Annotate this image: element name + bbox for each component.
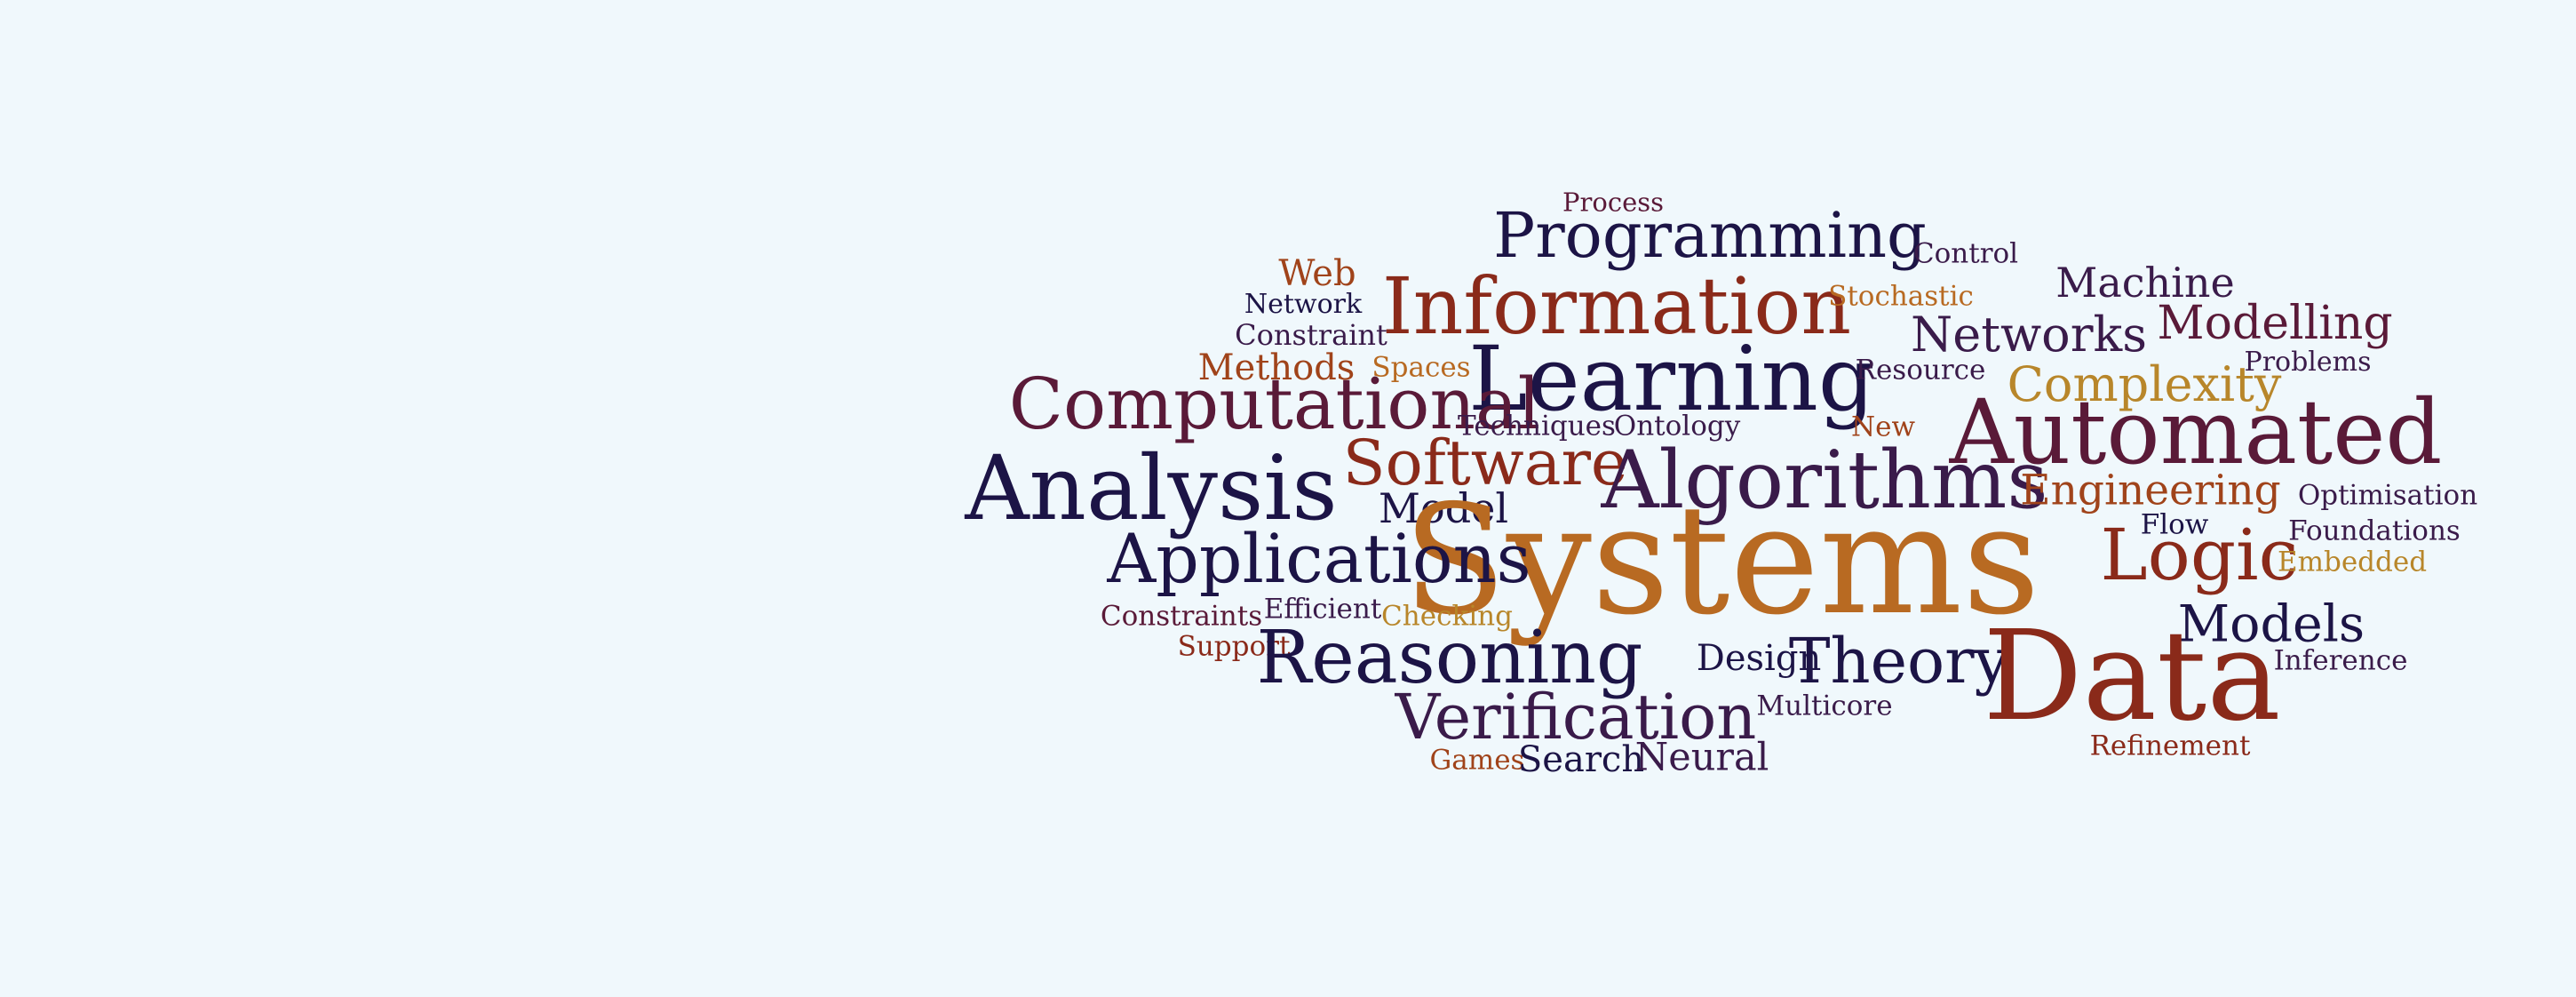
word-systems: Systems bbox=[1403, 473, 2040, 649]
word-new: New bbox=[1850, 411, 1916, 443]
word-data: Data bbox=[1983, 604, 2281, 749]
word-reasoning: Reasoning bbox=[1256, 616, 1643, 700]
word-automated: Automated bbox=[1949, 380, 2443, 484]
word-learning: Learning bbox=[1468, 327, 1875, 431]
word-web: Web bbox=[1278, 253, 1356, 294]
word-spaces: Spaces bbox=[1371, 351, 1471, 384]
word-analysis: Analysis bbox=[965, 436, 1338, 540]
word-multicore: Multicore bbox=[1756, 690, 1893, 722]
word-ontology: Ontology bbox=[1613, 410, 1741, 443]
word-techniques: Techniques bbox=[1458, 410, 1616, 443]
word-optimisation: Optimisation bbox=[2297, 479, 2478, 512]
word-programming: Programming bbox=[1493, 199, 1927, 272]
word-design: Design bbox=[1696, 638, 1822, 679]
word-support: Support bbox=[1177, 630, 1291, 663]
word-problems: Problems bbox=[2244, 347, 2372, 378]
word-inference: Inference bbox=[2273, 644, 2408, 677]
word-efficient: Efficient bbox=[1263, 593, 1382, 626]
word-process: Process bbox=[1562, 187, 1665, 218]
word-applications: Applications bbox=[1107, 519, 1531, 598]
word-constraints: Constraints bbox=[1100, 600, 1263, 633]
word-software: Software bbox=[1342, 427, 1628, 499]
word-constraint: Constraint bbox=[1235, 318, 1387, 352]
word-machine: Machine bbox=[2055, 259, 2235, 307]
word-computational: Computational bbox=[1008, 363, 1541, 445]
word-neural: Neural bbox=[1634, 735, 1769, 780]
word-embedded: Embedded bbox=[2277, 546, 2428, 578]
word-information: Information bbox=[1381, 260, 1852, 352]
word-engineering: Engineering bbox=[2020, 466, 2281, 515]
word-search: Search bbox=[1517, 739, 1645, 780]
word-resource: Resource bbox=[1855, 354, 1986, 387]
word-logic: Logic bbox=[2100, 514, 2299, 596]
word-theory: Theory bbox=[1788, 625, 2010, 698]
word-flow: Flow bbox=[2140, 508, 2209, 541]
word-games: Games bbox=[1429, 744, 1525, 777]
word-stochastic: Stochastic bbox=[1828, 280, 1974, 313]
word-algorithms: Algorithms bbox=[1601, 434, 2048, 527]
word-foundations: Foundations bbox=[2288, 514, 2461, 547]
word-models: Models bbox=[2177, 594, 2365, 654]
word-methods: Methods bbox=[1197, 347, 1356, 388]
word-networks: Networks bbox=[1911, 307, 2147, 363]
word-model: Model bbox=[1378, 484, 1509, 532]
word-checking: Checking bbox=[1381, 600, 1513, 633]
word-modelling: Modelling bbox=[2157, 297, 2393, 350]
word-complexity: Complexity bbox=[2007, 356, 2282, 412]
word-network: Network bbox=[1244, 289, 1363, 320]
word-refinement: Refinement bbox=[2089, 730, 2251, 762]
word-control: Control bbox=[1912, 237, 2019, 270]
word-verification: Verification bbox=[1395, 681, 1757, 754]
